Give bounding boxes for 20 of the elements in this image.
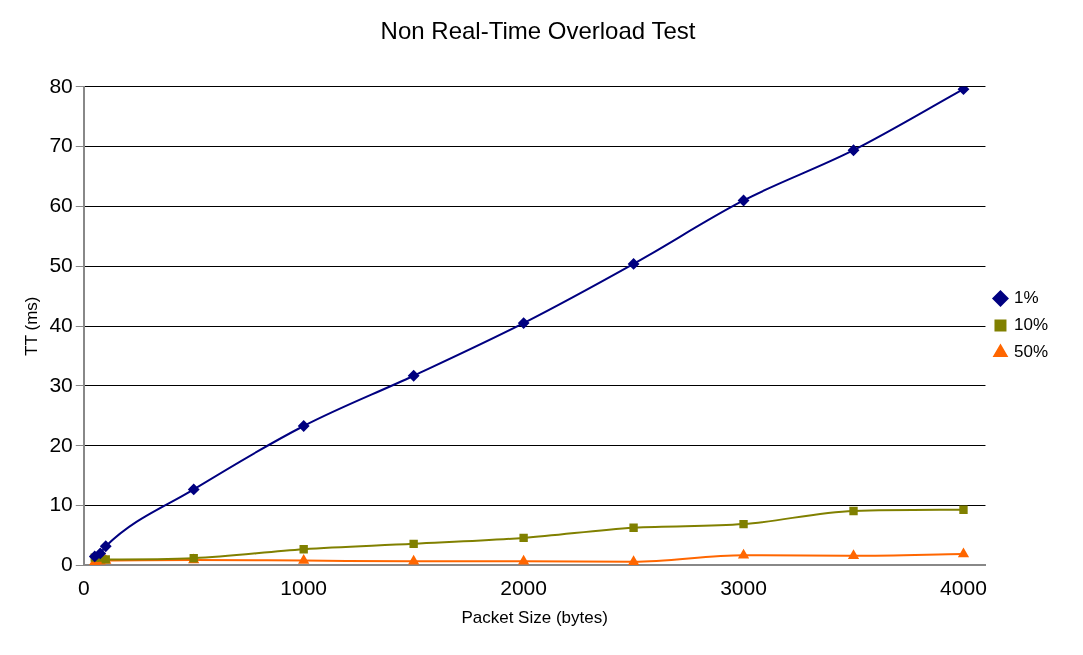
y-tick-label: 80 xyxy=(49,73,73,97)
x-tick-label: 3000 xyxy=(720,575,767,599)
legend-label: 10% xyxy=(1013,315,1049,335)
y-tick-label: 0 xyxy=(61,552,73,576)
x-tick-label: 2000 xyxy=(500,575,547,599)
y-axis-title: TT (ms) xyxy=(21,296,41,356)
x-axis-title: Packet Size (bytes) xyxy=(461,608,608,628)
x-tick-label: 1000 xyxy=(280,575,328,599)
legend-label: 1% xyxy=(1013,288,1039,308)
y-tick-label: 70 xyxy=(49,133,73,157)
x-tick-label: 4000 xyxy=(940,575,987,599)
y-tick-label: 40 xyxy=(49,312,73,336)
y-tick-label: 30 xyxy=(49,372,73,396)
legend-label: 50% xyxy=(1013,342,1049,362)
y-tick-label: 50 xyxy=(49,253,73,277)
y-tick-label: 60 xyxy=(49,193,73,217)
x-tick-label: 0 xyxy=(77,575,90,599)
y-tick-label: 20 xyxy=(49,432,73,456)
chart-title: Non Real-Time Overload Test xyxy=(380,17,696,45)
y-tick-label: 10 xyxy=(49,492,73,516)
